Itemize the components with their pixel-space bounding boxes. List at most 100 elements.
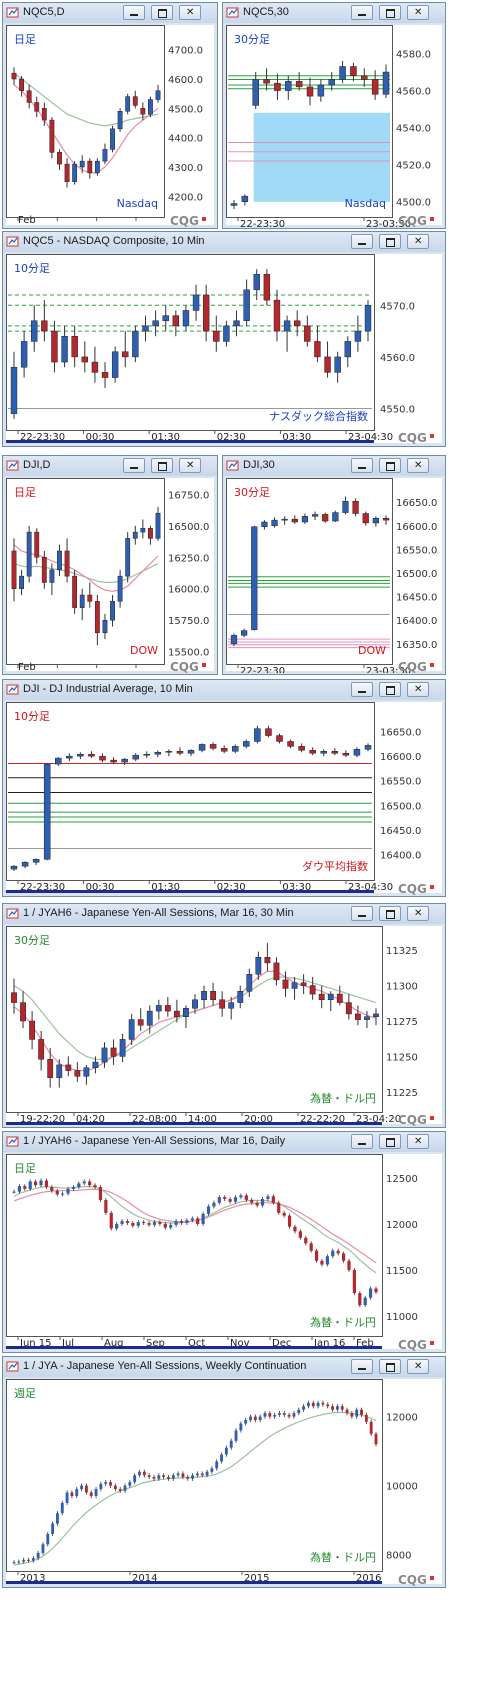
- minimize-button[interactable]: [123, 458, 145, 473]
- y-tick-label: 4200.0: [168, 192, 203, 203]
- close-button[interactable]: ✕: [407, 1134, 429, 1149]
- close-button[interactable]: ✕: [179, 458, 201, 473]
- candle-body: [110, 1047, 117, 1057]
- chart-area[interactable]: 4580.0 4560.0 4540.0 4520.0 4500.0 22-23:30 23…: [226, 25, 442, 230]
- chart-area[interactable]: 12500 12000 11500 11000 Jun 15 Jul Aug Sep Oct No…: [6, 1154, 442, 1352]
- chart-area[interactable]: 16650.0 16600.0 16550.0 16500.0 16450.0 16400…: [226, 478, 442, 677]
- restore-button[interactable]: [151, 458, 173, 473]
- close-button[interactable]: ✕: [407, 1359, 429, 1374]
- y-tick-label: 12000: [386, 1413, 418, 1424]
- close-button[interactable]: ✕: [407, 682, 429, 697]
- close-button[interactable]: ✕: [179, 5, 201, 20]
- close-button[interactable]: ✕: [407, 458, 429, 473]
- cqg-logo: CQG: [398, 882, 427, 895]
- candle-body: [230, 203, 238, 206]
- y-tick-label: 16500.0: [168, 522, 209, 533]
- candle-body: [314, 341, 321, 358]
- candle-body: [335, 1406, 339, 1410]
- restore-button[interactable]: [151, 5, 173, 20]
- restore-button[interactable]: [379, 458, 401, 473]
- chart-area[interactable]: 12000 10000 8000 2013 2014 2015 2016 週足 為替・ドル円 CQ…: [6, 1379, 442, 1587]
- title-bar[interactable]: 1 / JYA - Japanese Yen-All Sessions, Wee…: [3, 1357, 445, 1377]
- candle-body: [283, 320, 291, 332]
- instrument-label: 為替・ドル円: [310, 1091, 376, 1105]
- title-bar[interactable]: NQC5,30 ✕: [223, 3, 445, 23]
- restore-button[interactable]: [379, 5, 401, 20]
- cqg-logo-mark: [430, 1116, 434, 1120]
- candle-body: [83, 1067, 90, 1077]
- chart-area[interactable]: 16650.0 16600.0 16550.0 16500.0 16450.0 16400…: [6, 702, 442, 896]
- minimize-button[interactable]: [351, 234, 373, 249]
- minimize-button[interactable]: [351, 1359, 373, 1374]
- window-jyah6-30min: 1 / JYAH6 - Japanese Yen-All Sessions, M…: [2, 903, 446, 1128]
- restore-button[interactable]: [379, 906, 401, 921]
- time-bar: [6, 1581, 382, 1584]
- candle-body: [321, 1402, 325, 1405]
- candle-body: [31, 1558, 35, 1561]
- title-bar[interactable]: NQC5,D ✕: [3, 3, 217, 23]
- candle-body: [10, 366, 18, 414]
- candle-body: [246, 974, 253, 992]
- x-tick-label: 04:20: [76, 1114, 105, 1125]
- chart-area[interactable]: 16750.0 16500.0 16250.0 16000.0 15750.0 15500…: [6, 478, 214, 685]
- candle-body: [297, 1409, 301, 1414]
- candle-body: [224, 1447, 228, 1455]
- candle-body: [265, 728, 272, 736]
- minimize-button[interactable]: [351, 458, 373, 473]
- title-bar[interactable]: NQC5 - NASDAQ Composite, 10 Min ✕: [3, 232, 445, 252]
- chart-area[interactable]: 4570.0 4560.0 4550.0 22-23:30 00:30 01:30 02:3…: [6, 254, 442, 445]
- candle-body: [345, 1002, 352, 1015]
- candle-body: [66, 1188, 70, 1194]
- minimize-button[interactable]: [351, 1134, 373, 1149]
- x-tick-label: 22-23:30: [20, 432, 65, 443]
- title-bar[interactable]: 1 / JYAH6 - Japanese Yen-All Sessions, M…: [3, 1132, 445, 1152]
- minimize-button[interactable]: [123, 5, 145, 20]
- title-bar[interactable]: DJI,30 ✕: [223, 456, 445, 476]
- period-label: 10分足: [14, 262, 50, 275]
- candle-body: [355, 1409, 359, 1417]
- chart-area[interactable]: 4700.04600.04500.04400.04300.04200.00108…: [6, 25, 214, 238]
- candle-body: [88, 753, 95, 757]
- y-tick-label: 4400.0: [168, 134, 203, 145]
- restore-button[interactable]: [379, 1359, 401, 1374]
- candle-body: [132, 96, 138, 106]
- x-tick-label: 01:30: [151, 432, 180, 443]
- candle-body: [125, 538, 131, 577]
- candle-body: [142, 325, 149, 332]
- candle-body: [232, 746, 239, 752]
- candle-body: [60, 1502, 64, 1514]
- candle-body: [291, 982, 298, 989]
- candle-body: [282, 979, 289, 989]
- x-tick-label: 22-22:20: [300, 1114, 345, 1125]
- candle-body: [80, 1485, 84, 1490]
- minimize-button[interactable]: [351, 5, 373, 20]
- title-bar[interactable]: DJI,D ✕: [3, 456, 217, 476]
- candle-body: [183, 1008, 189, 1017]
- candle-body: [342, 500, 349, 513]
- candle-body: [185, 1220, 189, 1224]
- candle-body: [302, 1406, 306, 1410]
- close-button[interactable]: ✕: [407, 5, 429, 20]
- close-button[interactable]: ✕: [407, 234, 429, 249]
- candle-body: [268, 1413, 272, 1417]
- candle-body: [306, 86, 314, 97]
- instrument-label: 為替・ドル円: [310, 1315, 376, 1329]
- x-tick-label: 23-04:30: [348, 432, 393, 443]
- close-button[interactable]: ✕: [407, 906, 429, 921]
- candle-body: [154, 752, 162, 755]
- chart-app-icon: [226, 460, 239, 471]
- minimize-button[interactable]: [351, 906, 373, 921]
- chart-area[interactable]: 11325 11300 11275 11250 11225 19-22:20 04:20 22…: [6, 926, 442, 1127]
- restore-button[interactable]: [379, 682, 401, 697]
- candle-body: [300, 982, 307, 986]
- candle-body: [34, 1181, 38, 1186]
- restore-button[interactable]: [379, 234, 401, 249]
- minimize-button[interactable]: [351, 682, 373, 697]
- title-bar[interactable]: 1 / JYAH6 - Japanese Yen-All Sessions, M…: [3, 904, 445, 924]
- candle-body: [295, 81, 303, 88]
- restore-button[interactable]: [379, 1134, 401, 1149]
- candle-body: [19, 575, 24, 589]
- title-bar[interactable]: DJI - DJ Industrial Average, 10 Min ✕: [3, 680, 445, 700]
- x-tick-label: 00:30: [86, 882, 115, 893]
- candle-body: [179, 1221, 184, 1224]
